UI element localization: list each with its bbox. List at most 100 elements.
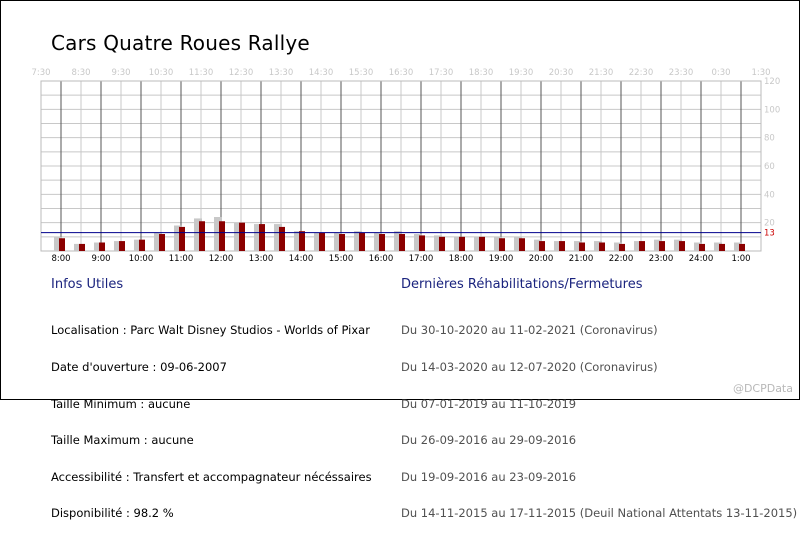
rehab-item: Du 07-01-2019 au 11-10-2019 [401,396,577,411]
bar-series-a [314,232,322,251]
bar-series-a [174,225,182,251]
info-availability: Disponibilité : 98.2 % [51,506,174,521]
y-tick-label: 40 [764,190,775,200]
bottom-tick-label: 17:00 [409,254,434,264]
reference-layer: 13 [41,229,775,239]
bottom-tick-label: 13:00 [249,254,274,264]
grid-layer [40,80,762,252]
bar-series-b [559,241,565,251]
bar-series-a [194,218,202,251]
bar-series-a [374,232,382,251]
bar-series-a [494,236,502,251]
top-tick-label: 15:30 [349,68,374,78]
bar-series-b [159,234,165,251]
bar-series-b [699,243,705,251]
bar-series-b [319,232,325,251]
bottom-tick-label: 23:00 [649,254,674,264]
bar-series-a [634,241,642,251]
rehab-item: Du 19-09-2016 au 23-09-2016 [401,469,577,484]
bottom-tick-label: 11:00 [169,254,194,264]
top-tick-label: 21:30 [589,68,614,78]
top-tick-label: 9:30 [111,68,130,78]
bottom-tick-label: 9:00 [91,254,110,264]
bottom-tick-label: 19:00 [489,254,514,264]
bar-series-a [594,241,602,251]
top-tick-label: 10:30 [149,68,174,78]
bottom-tick-label: 12:00 [209,254,234,264]
top-tick-label: 14:30 [309,68,334,78]
bar-series-a [714,242,722,251]
bar-series-b [339,234,345,251]
bar-series-b [119,241,125,251]
bar-series-a [54,236,62,251]
top-tick-label: 20:30 [549,68,574,78]
bar-series-b [619,243,625,251]
rehabs-list: Du 30-10-2020 au 11-02-2021 (Coronavirus… [401,300,797,544]
bar-series-a [334,232,342,251]
bottom-tick-label: 1:00 [731,254,750,264]
bottom-tick-label: 10:00 [129,254,154,264]
bar-series-a [654,239,662,251]
bottom-tick-label: 16:00 [369,254,394,264]
labels-layer: 7:30 8:30 9:30 10:30 11:30 12:30 13:30 14:30 15:… [31,68,780,264]
bar-series-a [454,236,462,251]
bar-series-b [279,226,285,251]
bar-series-a [274,224,282,251]
bar-series-a [394,231,402,251]
y-tick-label: 20 [764,219,775,229]
page-title: Cars Quatre Roues Rallye [51,31,310,55]
bar-series-b [139,239,145,251]
rehabs-heading: Dernières Réhabilitations/Fermetures [401,277,643,292]
bar-series-b [519,238,525,251]
top-tick-label: 11:30 [189,68,214,78]
infos-heading: Infos Utiles [51,277,124,292]
bar-series-b [359,232,365,251]
bottom-tick-label: 21:00 [569,254,594,264]
rehab-item: Du 26-09-2016 au 29-09-2016 [401,433,577,448]
bottom-tick-label: 14:00 [289,254,314,264]
bar-series-a [554,241,562,251]
top-tick-label: 13:30 [269,68,294,78]
info-min-height: Taille Minimum : aucune [51,396,191,411]
bars-layer [54,217,745,251]
top-tick-label: 0:30 [711,68,730,78]
bottom-tick-label: 18:00 [449,254,474,264]
bar-series-b [439,236,445,251]
bar-series-b [719,243,725,251]
y-tick-label: 120 [764,77,780,87]
info-location: Localisation : Parc Walt Disney Studios … [51,323,370,338]
top-tick-label: 22:30 [629,68,654,78]
bar-series-b [599,242,605,251]
top-tick-label: 16:30 [389,68,414,78]
bar-series-b [179,226,185,251]
top-tick-label: 19:30 [509,68,534,78]
bar-series-b [419,235,425,251]
bar-series-b [739,243,745,251]
bar-series-a [694,242,702,251]
reference-label: 13 [764,229,775,239]
bar-series-b [459,236,465,251]
bar-series-a [354,231,362,251]
bottom-tick-label: 24:00 [689,254,714,264]
bar-series-b [579,242,585,251]
bar-series-b [399,234,405,251]
bar-series-b [299,231,305,251]
top-tick-label: 12:30 [229,68,254,78]
bar-series-b [59,238,65,251]
top-tick-label: 18:30 [469,68,494,78]
bottom-tick-label: 20:00 [529,254,554,264]
rehab-item: Du 14-03-2020 au 12-07-2020 (Coronavirus… [401,360,658,375]
bar-series-b [479,236,485,251]
y-tick-label: 100 [764,105,780,115]
bar-series-b [539,241,545,251]
bar-series-a [614,242,622,251]
card-frame: Cars Quatre Roues Rallye 13 7:30 8:30 9:30… [0,0,800,520]
bar-series-a [214,217,222,251]
bar-series-b [99,242,105,251]
info-max-height: Taille Maximum : aucune [51,433,194,448]
bottom-tick-label: 15:00 [329,254,354,264]
bar-series-a [254,224,262,251]
bar-series-a [534,239,542,251]
bar-series-a [434,235,442,251]
top-tick-label: 23:30 [669,68,694,78]
